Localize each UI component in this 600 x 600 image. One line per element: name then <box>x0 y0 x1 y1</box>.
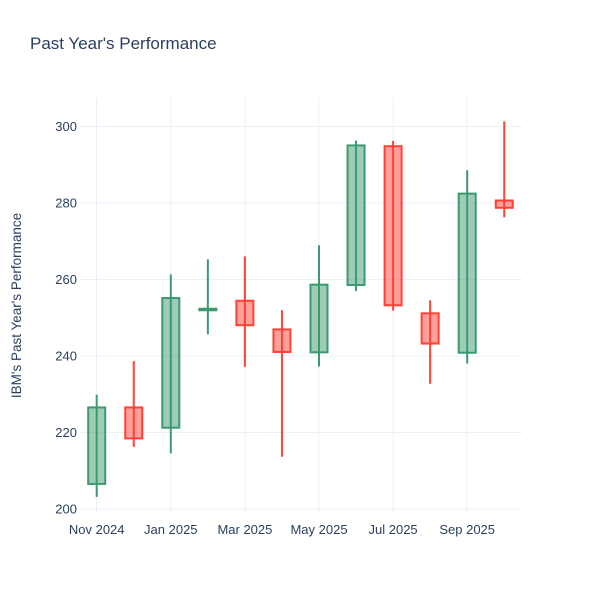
y-tick-label: 220 <box>55 425 77 440</box>
candles-layer <box>87 121 514 497</box>
y-tick-label: 260 <box>55 272 77 287</box>
x-tick-label: Sep 2025 <box>439 522 495 537</box>
candle-increasing[interactable] <box>346 140 366 292</box>
candle-increasing[interactable] <box>198 259 218 335</box>
y-axis-tick-labels: 200 220 240 260 280 300 <box>55 119 77 516</box>
candle-decreasing[interactable] <box>420 300 440 384</box>
candle-body <box>198 307 218 312</box>
candle-decreasing[interactable] <box>235 256 255 367</box>
chart-title: Past Year's Performance <box>30 34 217 53</box>
candle-body <box>494 199 514 209</box>
candle-body <box>87 406 107 485</box>
x-tick-label: Nov 2024 <box>69 522 125 537</box>
candle-increasing[interactable] <box>161 274 181 454</box>
candle-body <box>457 192 477 354</box>
y-tick-label: 300 <box>55 119 77 134</box>
y-tick-label: 280 <box>55 196 77 211</box>
y-tick-label: 200 <box>55 502 77 517</box>
x-tick-label: Jul 2025 <box>369 522 418 537</box>
candle-decreasing[interactable] <box>272 310 292 457</box>
candle-body <box>383 145 403 307</box>
candle-body <box>124 406 144 440</box>
candle-body <box>346 144 366 287</box>
candle-decreasing[interactable] <box>494 121 514 218</box>
candle-body <box>161 297 181 429</box>
x-tick-label: May 2025 <box>290 522 347 537</box>
candle-body <box>309 283 329 354</box>
x-tick-label: Mar 2025 <box>217 522 272 537</box>
candle-decreasing[interactable] <box>124 361 144 447</box>
x-tick-label: Jan 2025 <box>144 522 198 537</box>
candle-body <box>420 312 440 345</box>
candle-increasing[interactable] <box>457 170 477 364</box>
gridlines <box>80 98 522 513</box>
y-tick-label: 240 <box>55 349 77 364</box>
y-axis-title: IBM's Past Year's Performance <box>9 213 24 398</box>
candle-body <box>235 299 255 327</box>
candle-increasing[interactable] <box>87 394 107 497</box>
candle-increasing[interactable] <box>309 245 329 367</box>
x-axis-tick-labels: Nov 2024 Jan 2025 Mar 2025 May 2025 Jul 2025… <box>69 522 495 537</box>
candle-body <box>272 328 292 353</box>
candle-decreasing[interactable] <box>383 140 403 311</box>
